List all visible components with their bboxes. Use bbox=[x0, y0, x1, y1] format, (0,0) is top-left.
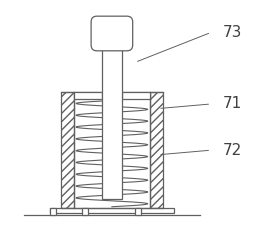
Text: 71: 71 bbox=[223, 97, 242, 111]
Bar bbox=[49, 208, 56, 215]
Bar bbox=[150, 92, 163, 208]
FancyBboxPatch shape bbox=[91, 16, 133, 51]
Bar bbox=[61, 92, 74, 208]
Bar bbox=[82, 208, 88, 215]
Text: 73: 73 bbox=[223, 25, 242, 40]
Bar bbox=[102, 43, 122, 199]
Bar bbox=[135, 208, 141, 215]
Bar bbox=[74, 92, 150, 99]
Text: 72: 72 bbox=[223, 143, 242, 158]
Bar bbox=[49, 208, 174, 213]
